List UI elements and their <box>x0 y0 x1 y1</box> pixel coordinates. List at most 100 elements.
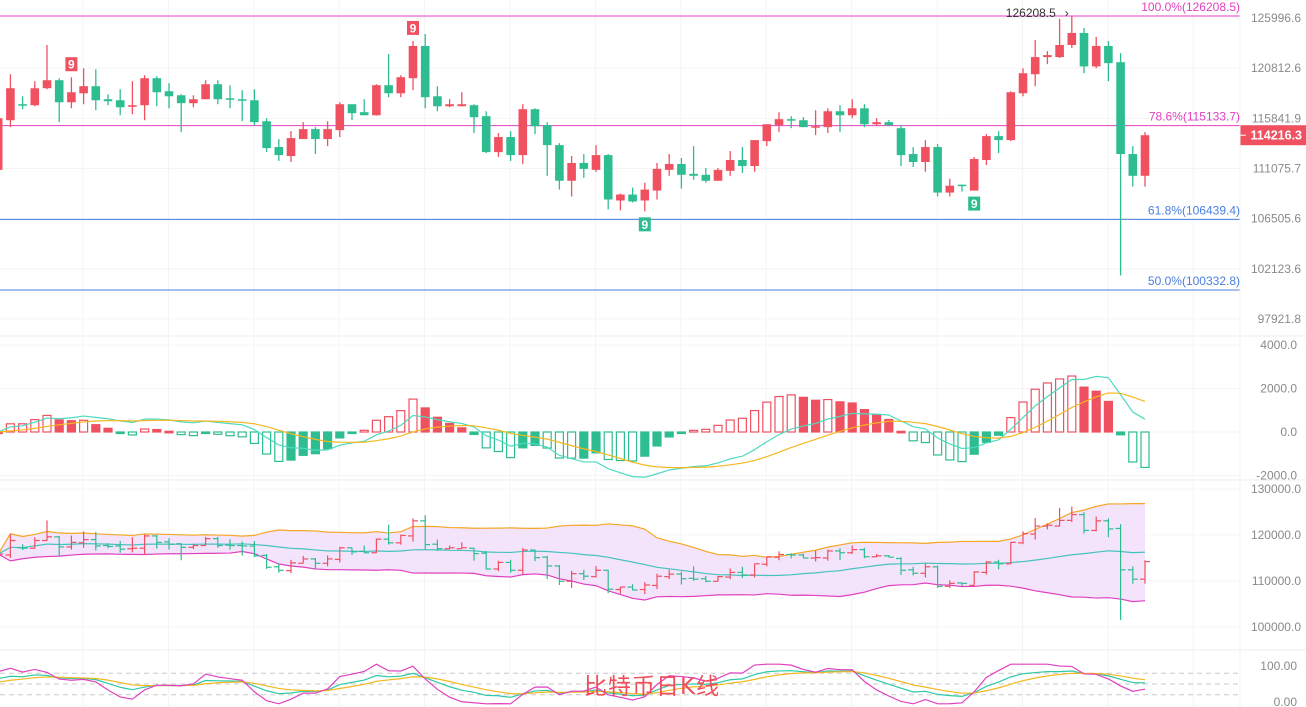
macd-histogram-bar <box>115 431 125 435</box>
macd-axis-label: 4000.0 <box>1260 338 1297 352</box>
macd-histogram-bar <box>688 429 699 433</box>
candle-body <box>738 159 747 166</box>
macd-histogram-bar <box>920 431 931 444</box>
macd-histogram-bar <box>335 431 345 439</box>
macd-histogram-bar <box>932 431 943 456</box>
macd-histogram-bar <box>1067 375 1077 433</box>
candle-body <box>994 136 1003 141</box>
candle-body <box>54 80 64 103</box>
candle-body <box>835 111 845 116</box>
candle-body <box>225 98 235 100</box>
candle-body <box>786 119 796 121</box>
candle-body <box>128 105 137 107</box>
candle-body <box>542 125 552 146</box>
price-axis-label: 102123.6 <box>1251 262 1301 276</box>
boll-axis-label: 110000.0 <box>1252 574 1301 588</box>
macd-axis-label: -2000.0 <box>1256 469 1297 483</box>
price-axis-label: 125996.6 <box>1251 11 1301 25</box>
price-axis-label: 115841.9 <box>1252 111 1301 125</box>
candle-body <box>18 104 27 106</box>
macd-histogram-bar <box>152 428 162 433</box>
candle-body <box>701 174 711 181</box>
macd-histogram-bar <box>969 431 979 455</box>
macd-histogram-bar <box>774 395 784 433</box>
macd-histogram-bar <box>847 402 857 433</box>
price-axis-label: 97921.8 <box>1258 312 1302 326</box>
candle-body <box>860 108 869 125</box>
boll-axis-label: 120000.0 <box>1251 528 1301 542</box>
macd-histogram-bar <box>640 431 650 457</box>
last-price-tag <box>1240 125 1306 146</box>
candle-body <box>408 45 418 79</box>
macd-histogram-bar <box>469 431 479 436</box>
macd-histogram-bar <box>201 431 211 435</box>
macd-histogram-bar <box>432 416 442 433</box>
arrow-right-icon: › <box>1065 6 1069 20</box>
macd-histogram-bar <box>664 431 674 438</box>
candle-body <box>1006 92 1016 141</box>
candle-body <box>201 84 210 100</box>
candle-body <box>628 194 637 202</box>
candle-body <box>481 116 491 153</box>
macd-histogram-bar <box>262 431 272 455</box>
candle-body <box>530 109 540 127</box>
macd-histogram-bar <box>701 428 711 433</box>
price-axis-label: 106505.6 <box>1251 212 1301 226</box>
candle-body <box>6 88 15 121</box>
candle-body <box>1091 45 1101 67</box>
candle-body <box>1079 32 1089 67</box>
candle-body <box>103 99 113 102</box>
candle-body <box>457 104 467 107</box>
boll-mid-line <box>0 543 1146 577</box>
macd-histogram-bar <box>737 417 748 433</box>
candle-body <box>957 184 967 187</box>
macd-histogram-bar <box>237 431 247 438</box>
macd-histogram-bar <box>1140 431 1150 469</box>
macd-dea-line <box>0 392 1146 469</box>
macd-histogram-bar <box>1054 378 1065 433</box>
candle-body <box>164 91 174 97</box>
candle-body <box>774 119 784 126</box>
candle-body <box>591 155 601 170</box>
candle-body <box>908 154 918 163</box>
macd-histogram-bar <box>1103 400 1114 433</box>
candle-body <box>0 118 3 170</box>
candle-body <box>725 159 735 171</box>
boll-upper-line <box>0 502 1146 558</box>
macd-histogram-bar <box>359 429 369 433</box>
macd-histogram-bar <box>176 431 186 436</box>
td-sequential-marker <box>407 20 419 35</box>
candle-body <box>1055 44 1064 58</box>
candle-body <box>664 163 674 170</box>
macd-histogram-bar <box>1030 388 1040 433</box>
candle-body <box>1030 57 1040 75</box>
fib-level-label: 78.6%(115133.7) <box>1149 110 1240 124</box>
candle-body <box>286 138 296 157</box>
kdj-axis-label: 100.00 <box>1260 659 1297 673</box>
macd-histogram-bar <box>615 431 626 462</box>
boll-band-fill <box>0 503 1145 602</box>
kdj-j-line <box>0 663 1146 705</box>
macd-histogram-bar <box>652 431 662 447</box>
macd-dif-line <box>0 375 1146 478</box>
candle-body <box>811 126 820 128</box>
fib-level-label: 61.8%(106439.4) <box>1148 203 1240 217</box>
candle-body <box>311 129 320 140</box>
macd-histogram-bar <box>249 431 259 445</box>
candle-body <box>616 194 625 201</box>
macd-histogram-bar <box>78 419 89 433</box>
candle-body <box>555 145 564 181</box>
candle-body <box>1067 32 1077 45</box>
chart-caption: 比特币日K线 <box>584 674 721 700</box>
macd-histogram-bar <box>762 401 772 433</box>
macd-histogram-bar <box>225 431 235 437</box>
price-axis-label: 120812.6 <box>1251 61 1301 75</box>
candle-body <box>420 45 430 98</box>
all-time-high-label: 126208.5 <box>1006 6 1056 20</box>
candle-body <box>1018 73 1028 94</box>
candle-body <box>347 104 357 114</box>
macd-axis-label: 0.0 <box>1280 425 1297 439</box>
candle-body <box>359 112 369 116</box>
candle-body <box>213 84 223 100</box>
